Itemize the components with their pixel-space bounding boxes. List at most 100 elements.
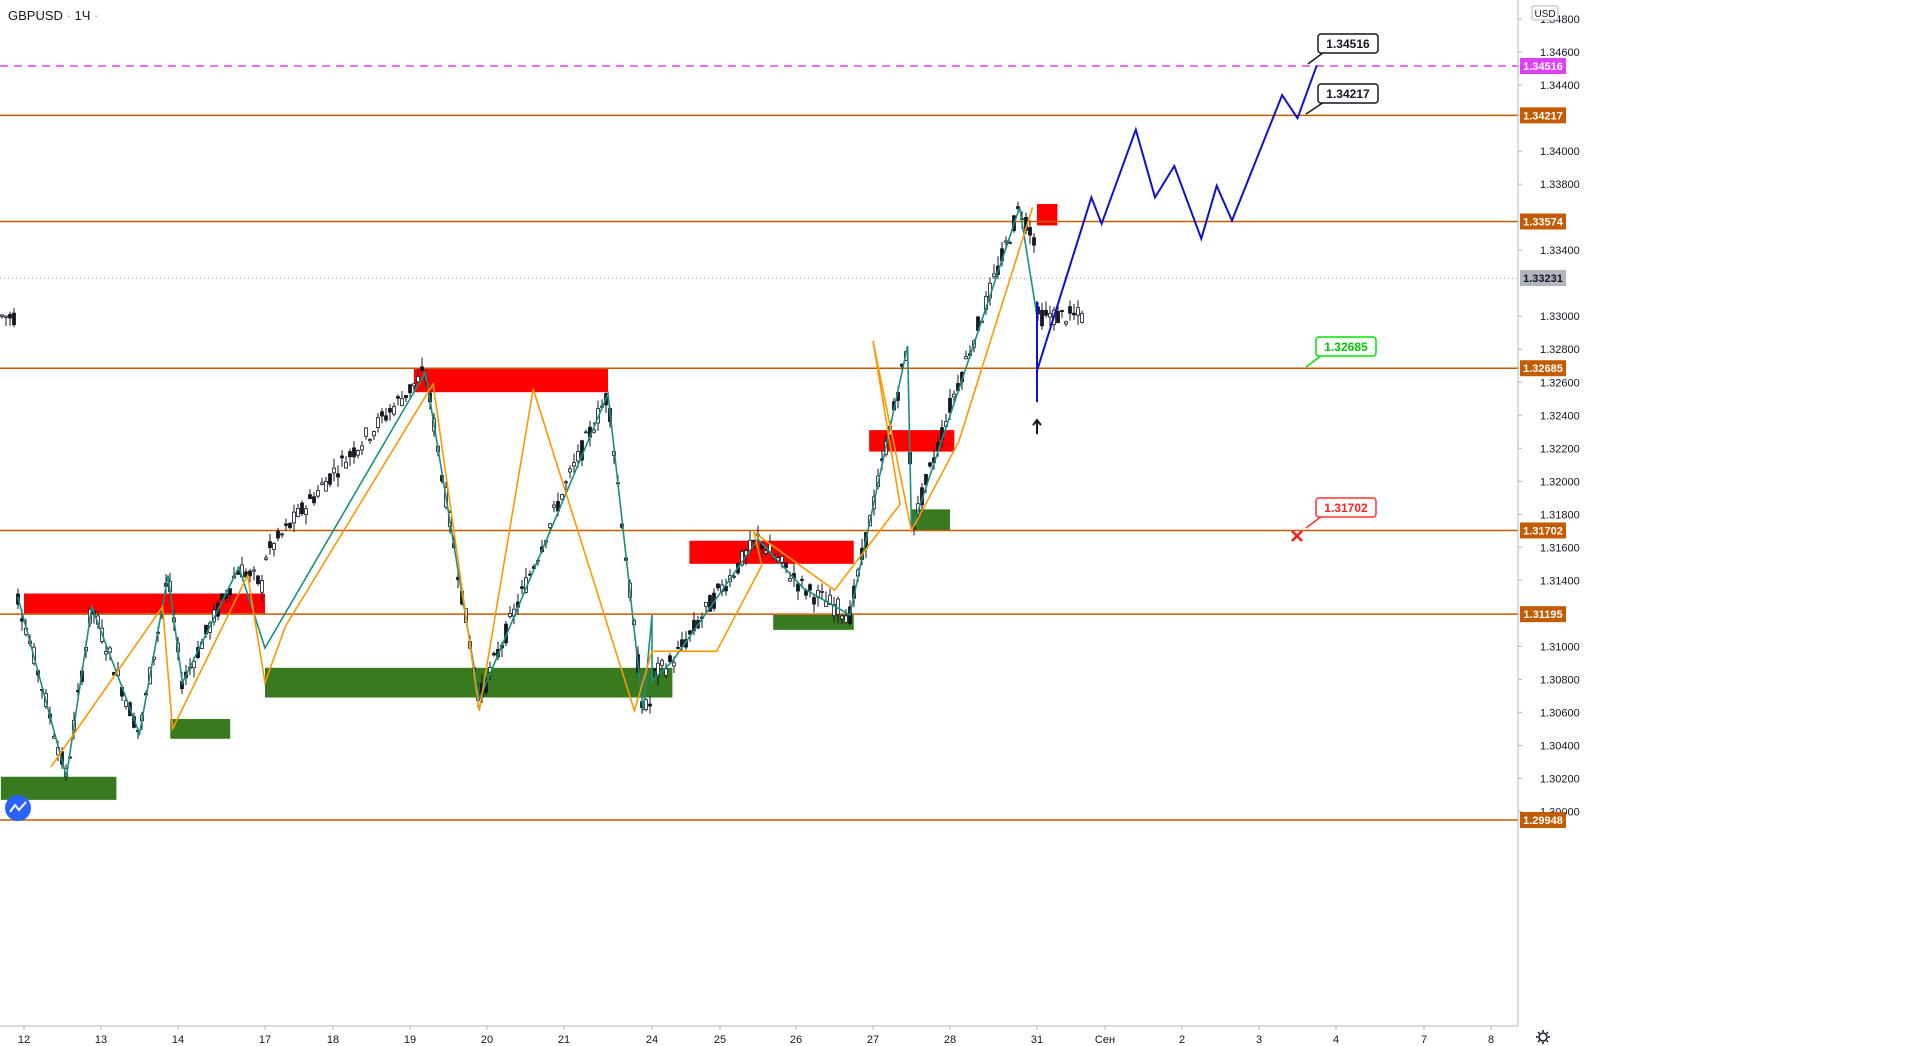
price-axis-bg [1518, 0, 1920, 1046]
y-tick-label: 1.30200 [1540, 773, 1580, 785]
supply-zone[interactable] [1037, 203, 1058, 226]
candle-body [1008, 242, 1012, 244]
y-tick-label: 1.31600 [1540, 542, 1580, 554]
zigzag-teal-line [17, 207, 1038, 778]
price-callout[interactable] [1315, 497, 1377, 518]
candle-body [1064, 321, 1068, 325]
candle-body [924, 474, 928, 486]
candle-body [328, 473, 332, 485]
y-tick-label: 1.32800 [1540, 344, 1580, 356]
stop-x-icon [1291, 530, 1303, 542]
price-tag[interactable] [1520, 522, 1566, 539]
price-callout[interactable] [1315, 336, 1377, 357]
candle-body [952, 393, 956, 398]
x-tick-label: 19 [404, 1034, 416, 1046]
candle-body [344, 461, 348, 469]
candle-body [376, 417, 380, 428]
y-tick-label: 1.31000 [1540, 641, 1580, 653]
price-tag[interactable] [1520, 606, 1566, 623]
candle-body [812, 597, 816, 605]
candle-body [416, 376, 420, 383]
price-tag-label: 1.33574 [1523, 216, 1564, 228]
forecast-path[interactable] [1036, 64, 1318, 403]
candle-body [708, 595, 712, 612]
candle-body [788, 578, 792, 582]
candle-body [364, 427, 368, 437]
candle-body [336, 473, 340, 478]
interval-label[interactable]: 1Ч [74, 8, 91, 23]
price-callout-label: 1.34516 [1326, 37, 1370, 51]
candle-body [340, 455, 344, 459]
callout-pointer [1305, 354, 1323, 368]
price-tag-label: 1.29948 [1523, 815, 1563, 827]
candle-body [800, 578, 804, 581]
price-tag[interactable] [1520, 270, 1566, 287]
candle-body [420, 366, 424, 371]
demand-zone[interactable] [0, 776, 117, 800]
price-tag[interactable] [1520, 213, 1566, 230]
demand-zone[interactable] [265, 667, 673, 698]
currency-box[interactable] [1531, 5, 1559, 21]
x-tick-label: 12 [18, 1034, 30, 1046]
candle-body [104, 651, 108, 655]
candle-body [312, 496, 316, 504]
candle-body [392, 406, 396, 415]
price-callout[interactable] [1317, 83, 1379, 104]
x-tick-label: 21 [558, 1034, 570, 1046]
candle-body [332, 467, 336, 474]
supply-zone[interactable] [24, 593, 265, 614]
candle-body [0, 314, 4, 317]
y-tick-label: 1.33800 [1540, 179, 1580, 191]
price-callout-label: 1.31702 [1324, 501, 1368, 515]
x-tick-label: 26 [790, 1034, 802, 1046]
candle-body [12, 312, 16, 326]
candle-body [1080, 312, 1084, 323]
x-tick-label: 3 [1256, 1034, 1262, 1046]
supply-zone[interactable] [689, 540, 854, 564]
y-tick-label: 1.31400 [1540, 575, 1580, 587]
header-separator-2: · [94, 8, 99, 23]
y-tick-label: 1.30400 [1540, 740, 1580, 752]
price-tag[interactable] [1520, 107, 1566, 124]
candle-body [260, 580, 264, 593]
settings-gear-icon[interactable] [1536, 1030, 1550, 1044]
candle-body [8, 314, 12, 319]
candle-body [1044, 309, 1048, 316]
price-callout[interactable] [1317, 33, 1379, 54]
demand-zone[interactable] [911, 509, 951, 531]
y-tick-label: 1.32400 [1540, 410, 1580, 422]
candle-body [704, 601, 708, 607]
candle-body [256, 575, 260, 585]
price-tag-label: 1.31702 [1523, 525, 1563, 537]
y-tick-label: 1.31800 [1540, 509, 1580, 521]
gear-tooth [1537, 1040, 1540, 1043]
candle-body [652, 668, 656, 672]
candle-body [820, 590, 824, 593]
candle-body [1056, 310, 1060, 324]
candle-body [948, 397, 952, 413]
candle-body [348, 451, 352, 458]
candle-body [408, 384, 412, 394]
candle-body [388, 408, 392, 413]
candle-body [280, 533, 284, 536]
x-tick-label: 14 [172, 1034, 184, 1046]
candle-body [4, 315, 8, 318]
symbol-name[interactable]: GBPUSD [8, 8, 63, 23]
x-tick-label: 13 [95, 1034, 107, 1046]
candle-body [716, 583, 720, 589]
price-tag[interactable] [1520, 812, 1566, 828]
price-tag[interactable] [1520, 58, 1566, 74]
candle-body [296, 507, 300, 517]
demand-zone[interactable] [170, 718, 231, 739]
candle-body [844, 615, 848, 623]
gear-tooth [1546, 1040, 1549, 1043]
candle-body [832, 603, 836, 617]
candle-body [492, 653, 496, 656]
supply-zone[interactable] [413, 369, 608, 393]
candle-body [676, 647, 680, 649]
candle-body [400, 398, 404, 406]
price-tag[interactable] [1520, 360, 1566, 377]
y-tick-label: 1.32200 [1540, 443, 1580, 455]
candle-body [992, 273, 996, 277]
